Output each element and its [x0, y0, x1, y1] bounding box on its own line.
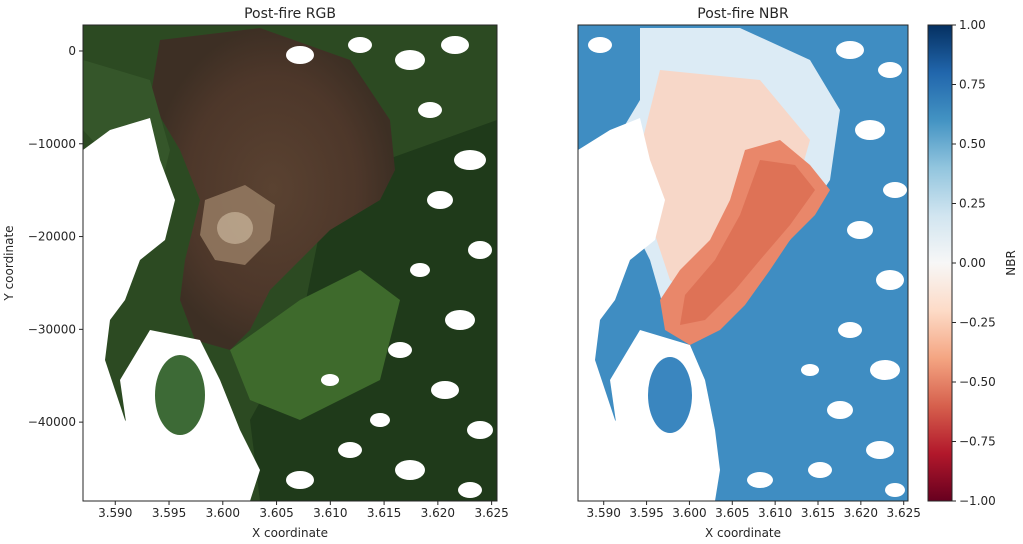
x-tick-label: 3.610: [313, 506, 347, 520]
colorbar-label: NBR: [1004, 250, 1018, 276]
x-tick-label: 3.590: [587, 506, 621, 520]
nbr-burn-dark: [680, 160, 815, 325]
x-tick-label: 3.605: [259, 506, 293, 520]
nbr-x-ticks: 3.590 3.595 3.600 3.605 3.610 3.615 3.620 3.625: [587, 501, 921, 520]
rgb-x-ticks: 3.590 3.595 3.600 3.605 3.610 3.615 3.620 3.625: [98, 501, 509, 520]
x-tick-label: 3.615: [801, 506, 835, 520]
nbr-title: Post-fire NBR: [697, 6, 789, 22]
rgb-green-south: [230, 270, 400, 420]
colorbar-tick-label: −0.75: [959, 435, 996, 449]
y-tick-label: −20000: [28, 230, 76, 244]
colorbar-tick-label: 0.25: [959, 197, 986, 211]
nbr-image: [578, 25, 908, 501]
nbr-pale-red: [640, 70, 810, 300]
nbr-blue-patch-sw: [648, 357, 692, 433]
x-tick-label: 3.625: [474, 506, 508, 520]
colorbar-ticks: 1.00 0.75 0.50 0.25 0.00 −0.25 −0.50 −0.75 −1.00: [952, 18, 996, 508]
colorbar-tick-label: −1.00: [959, 494, 996, 508]
rgb-y-ticks: 0 −10000 −20000 −30000 −40000: [28, 44, 83, 429]
colorbar: 1.00 0.75 0.50 0.25 0.00 −0.25 −0.50 −0.75 −1.00…: [927, 18, 1018, 508]
nbr-panel: Post-fire NBR: [577, 6, 921, 540]
x-tick-label: 3.595: [629, 506, 663, 520]
x-tick-label: 3.595: [152, 506, 186, 520]
nbr-small-clouds: [588, 37, 907, 497]
colorbar-tick-label: −0.50: [959, 375, 996, 389]
x-tick-label: 3.610: [758, 506, 792, 520]
rgb-ylabel: Y coordinate: [2, 225, 16, 301]
y-tick-label: 0: [68, 44, 76, 58]
rgb-axes-frame: [82, 24, 498, 502]
rgb-panel: Post-fire RGB: [2, 6, 509, 540]
rgb-summit-highlight: [217, 212, 253, 244]
x-tick-label: 3.605: [715, 506, 749, 520]
x-tick-label: 3.620: [421, 506, 455, 520]
rgb-image: [83, 25, 497, 501]
colorbar-tick-label: 0.75: [959, 78, 986, 92]
y-tick-label: −10000: [28, 137, 76, 151]
colorbar-tick-label: 1.00: [959, 18, 986, 32]
nbr-axes-frame: [577, 24, 909, 502]
x-tick-label: 3.615: [367, 506, 401, 520]
x-tick-label: 3.600: [672, 506, 706, 520]
colorbar-tick-label: 0.50: [959, 137, 986, 151]
colorbar-gradient: [927, 24, 953, 502]
x-tick-label: 3.600: [206, 506, 240, 520]
nbr-xlabel: X coordinate: [705, 526, 781, 540]
y-tick-label: −40000: [28, 415, 76, 429]
rgb-xlabel: X coordinate: [252, 526, 328, 540]
rgb-burn-scar: [150, 28, 395, 350]
y-tick-label: −30000: [28, 322, 76, 336]
colorbar-tick-label: −0.25: [959, 316, 996, 330]
rgb-small-clouds: [286, 36, 493, 498]
rgb-title: Post-fire RGB: [244, 6, 336, 22]
x-tick-label: 3.590: [98, 506, 132, 520]
x-tick-label: 3.625: [887, 506, 921, 520]
colorbar-tick-label: 0.00: [959, 256, 986, 270]
rgb-cloud-west: [83, 118, 175, 501]
nbr-cloud-west: [578, 118, 665, 501]
x-tick-label: 3.620: [844, 506, 878, 520]
rgb-green-patch-sw: [155, 355, 205, 435]
